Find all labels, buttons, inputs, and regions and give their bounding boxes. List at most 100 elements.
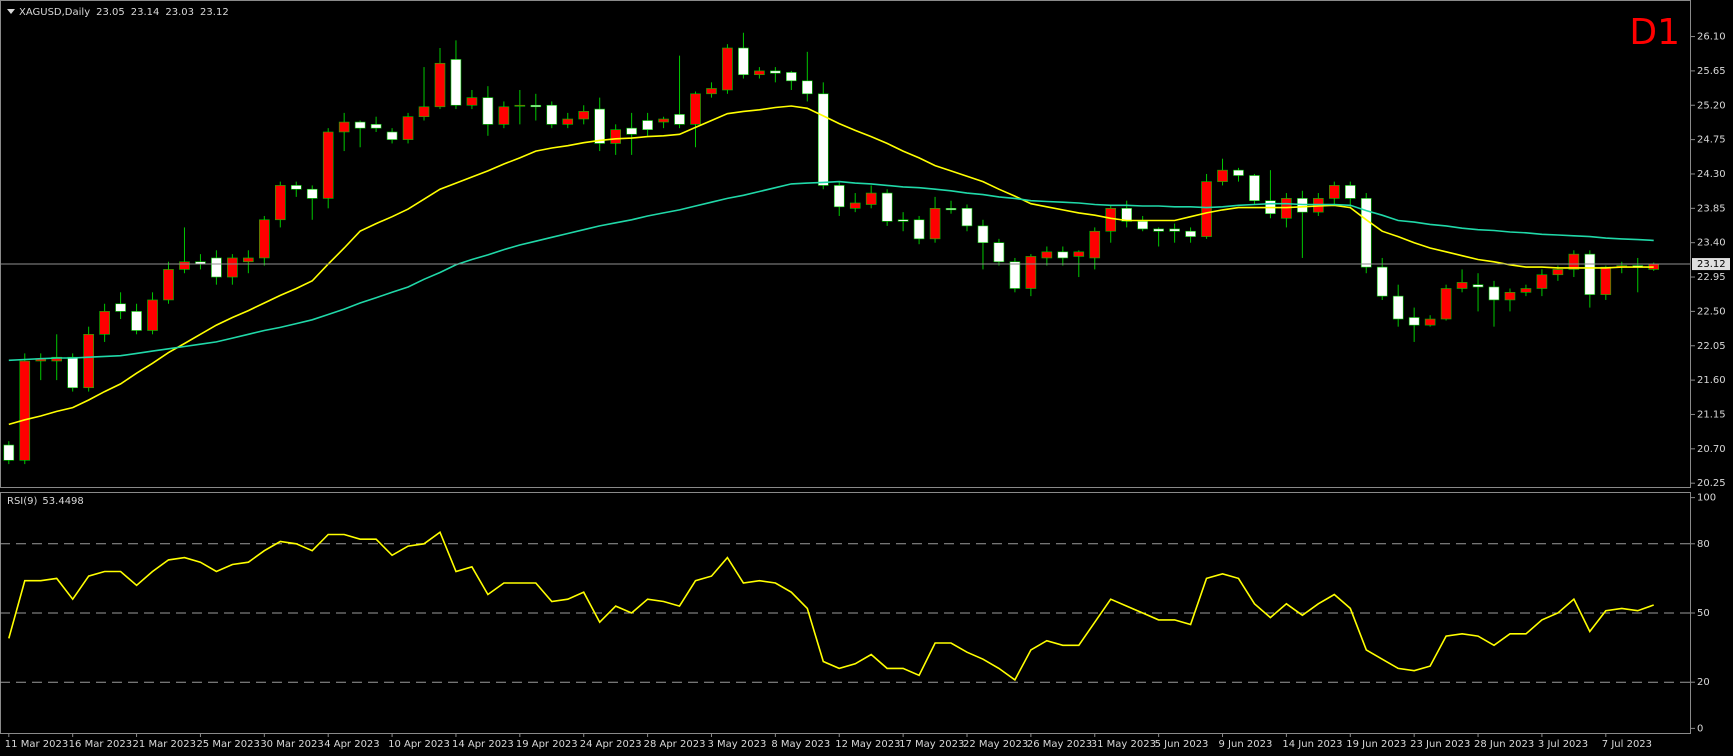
- candle-body: [722, 47, 733, 91]
- y-tick-label: 22.05: [1697, 341, 1726, 352]
- x-tick-label: 8 May 2023: [771, 739, 830, 750]
- price-pane-frame: [0, 0, 1691, 488]
- ohlc-open: 23.05: [96, 7, 125, 18]
- candle-body: [1504, 292, 1516, 301]
- candle-body: [1584, 253, 1596, 295]
- candle-body: [1360, 198, 1372, 268]
- candle-body: [1392, 295, 1404, 320]
- x-tick-label: 19 Jun 2023: [1346, 739, 1406, 750]
- candle-body: [945, 208, 957, 211]
- candle-body: [19, 360, 31, 461]
- y-tick-label: 21.60: [1697, 375, 1726, 386]
- x-tick-label: 23 Jun 2023: [1410, 739, 1470, 750]
- timeframe: D1: [1629, 12, 1680, 53]
- candle-body: [642, 120, 653, 130]
- candle-body: [594, 108, 605, 144]
- candle-body: [322, 131, 334, 199]
- y-tick-label: 24.30: [1697, 169, 1726, 180]
- candle-body: [1488, 286, 1500, 301]
- candle-body: [1041, 251, 1053, 259]
- candle-body: [833, 185, 845, 208]
- candle-body: [1456, 282, 1468, 289]
- y-tick-label: 22.95: [1697, 272, 1726, 283]
- candle-body: [1137, 221, 1148, 230]
- y-tick-label: 25.65: [1697, 66, 1726, 77]
- candle-body: [801, 80, 813, 95]
- candle-body: [865, 192, 877, 205]
- candle-body: [354, 121, 366, 129]
- x-tick-label: 24 Apr 2023: [580, 739, 642, 750]
- x-tick-label: 19 Apr 2023: [516, 739, 578, 750]
- candle-body: [977, 225, 989, 243]
- candle-body: [1344, 185, 1356, 199]
- y-tick-label: 20.25: [1697, 478, 1726, 489]
- candle-body: [993, 242, 1005, 263]
- x-tick-label: 14 Jun 2023: [1282, 739, 1342, 750]
- candle-body: [402, 116, 414, 140]
- candle-body: [1552, 269, 1564, 276]
- candle-body: [1089, 230, 1101, 259]
- x-tick-label: 14 Apr 2023: [452, 739, 514, 750]
- moving-average-line: [8, 105, 1654, 426]
- candle-body: [1376, 266, 1388, 297]
- candle-body: [658, 118, 669, 123]
- x-tick-label: 21 Mar 2023: [133, 739, 196, 750]
- candle-body: [1153, 228, 1164, 232]
- candle-body: [83, 334, 94, 389]
- y-tick-label: 25.20: [1697, 100, 1726, 111]
- candle-body: [897, 219, 909, 222]
- candle-body: [546, 104, 558, 125]
- indicator-title: RSI(9) 53.4498: [7, 496, 84, 507]
- indicator-value: 53.4498: [42, 496, 83, 507]
- candle-body: [1568, 253, 1580, 270]
- y-tick-label: 23.40: [1697, 238, 1726, 249]
- candle-body: [1073, 251, 1085, 257]
- candle-body: [67, 356, 78, 389]
- x-tick-label: 26 May 2023: [1027, 739, 1092, 750]
- candle-body: [386, 131, 398, 140]
- y-tick-label: 22.50: [1697, 306, 1726, 317]
- candle-body: [466, 97, 478, 106]
- y-tick-label: 100: [1697, 493, 1716, 504]
- candle-body: [674, 114, 685, 125]
- y-tick-label: 20: [1697, 677, 1710, 688]
- candle-body: [131, 311, 142, 331]
- moving-average-line: [8, 180, 1654, 362]
- candle-body: [1329, 185, 1340, 199]
- candle-body: [290, 185, 302, 190]
- x-tick-label: 30 Mar 2023: [260, 739, 323, 750]
- candle-body: [1249, 175, 1260, 201]
- candle-body: [514, 104, 526, 107]
- candle-body: [610, 129, 621, 144]
- candle-body: [147, 299, 158, 331]
- x-tick-label: 28 Apr 2023: [644, 739, 706, 750]
- candle-body: [1169, 228, 1180, 232]
- candle-body: [690, 93, 701, 125]
- candle-body: [849, 202, 861, 209]
- candle-body: [706, 88, 717, 95]
- x-tick-label: 12 May 2023: [835, 739, 900, 750]
- candle-body: [3, 444, 15, 461]
- candle-body: [929, 208, 941, 240]
- candle-body: [1233, 169, 1244, 176]
- ohlc-low: 23.03: [165, 7, 194, 18]
- candle-body: [418, 106, 430, 118]
- current-price-box: [1692, 258, 1730, 271]
- x-tick-label: 3 Jul 2023: [1538, 739, 1588, 750]
- candle-body: [754, 70, 765, 76]
- x-tick-label: 5 Jun 2023: [1155, 739, 1209, 750]
- candle-body: [961, 208, 973, 227]
- x-tick-label: 3 May 2023: [707, 739, 766, 750]
- candle-body: [211, 257, 222, 278]
- y-tick-label: 21.15: [1697, 409, 1726, 420]
- candle-body: [626, 127, 637, 135]
- indicator-line: [8, 530, 1654, 682]
- candle-body: [1185, 230, 1196, 237]
- y-tick-label: 26.10: [1697, 32, 1726, 43]
- x-tick-label: 11 Mar 2023: [5, 739, 68, 750]
- y-tick-label: 23.85: [1697, 203, 1726, 214]
- candle-body: [1440, 288, 1452, 320]
- candle-body: [1201, 181, 1212, 237]
